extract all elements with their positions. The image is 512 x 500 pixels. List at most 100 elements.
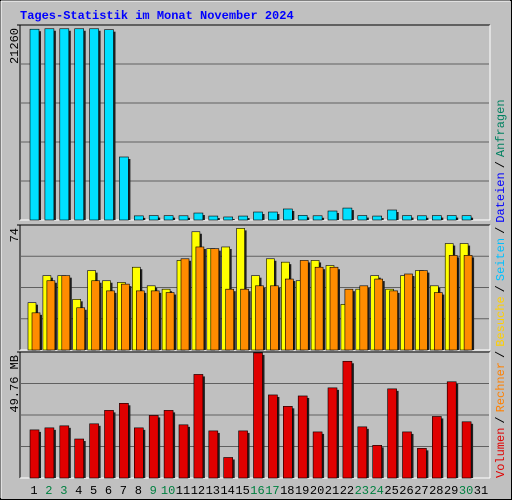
bar bbox=[240, 288, 249, 351]
x-tick-label: 27 bbox=[414, 484, 428, 498]
bar bbox=[208, 215, 219, 221]
bar bbox=[163, 215, 174, 221]
chart-title: Tages-Statistik im Monat November 2024 bbox=[20, 9, 294, 23]
bar bbox=[136, 290, 145, 351]
bar bbox=[297, 395, 308, 479]
bar bbox=[29, 429, 40, 479]
bar bbox=[148, 215, 159, 221]
bar bbox=[180, 258, 190, 351]
legend-separator: / bbox=[494, 227, 508, 234]
x-tick-label: 18 bbox=[280, 484, 294, 498]
bar bbox=[134, 427, 144, 479]
bar bbox=[59, 425, 70, 479]
bar bbox=[342, 360, 353, 479]
bar bbox=[402, 431, 412, 479]
x-tick-label: 5 bbox=[90, 484, 97, 498]
legend-entry: Dateien bbox=[494, 172, 508, 222]
bar bbox=[89, 423, 99, 479]
bar bbox=[446, 381, 457, 479]
bar bbox=[193, 374, 204, 479]
bar bbox=[312, 215, 323, 221]
x-tick-label: 9 bbox=[150, 484, 157, 498]
bar bbox=[329, 266, 339, 351]
y-tick-label: 21260 bbox=[8, 28, 22, 64]
bar bbox=[44, 427, 55, 479]
x-tick-label: 7 bbox=[120, 484, 127, 498]
bar bbox=[402, 215, 412, 221]
legend: Volumen / Rechner / Besuche / Seiten / Dateien / A… bbox=[494, 99, 508, 478]
bar bbox=[238, 215, 248, 221]
bar bbox=[208, 430, 219, 479]
x-tick-label: 23 bbox=[355, 484, 369, 498]
bar bbox=[404, 273, 413, 351]
legend-entry: Anfragen bbox=[494, 99, 508, 157]
legend-separator: / bbox=[494, 161, 508, 168]
bar bbox=[104, 29, 114, 221]
bar bbox=[165, 292, 175, 351]
bar bbox=[372, 215, 383, 221]
bar bbox=[270, 285, 279, 351]
bar bbox=[357, 426, 368, 479]
bar bbox=[327, 387, 338, 479]
bar bbox=[59, 28, 70, 221]
bar bbox=[284, 278, 294, 351]
x-tick-label: 14 bbox=[220, 484, 234, 498]
bar bbox=[76, 307, 85, 351]
bar bbox=[210, 248, 220, 351]
bar bbox=[150, 290, 160, 351]
bar bbox=[431, 416, 442, 479]
x-tick-label: 28 bbox=[429, 484, 443, 498]
bar bbox=[253, 352, 263, 479]
legend-entry: Besuche bbox=[494, 296, 508, 346]
bar bbox=[89, 28, 99, 221]
x-tick-label: 30 bbox=[459, 484, 473, 498]
bar bbox=[74, 28, 84, 221]
bar bbox=[417, 448, 427, 479]
x-tick-label: 16 bbox=[250, 484, 264, 498]
bar bbox=[134, 215, 144, 221]
x-tick-label: 25 bbox=[384, 484, 398, 498]
bar bbox=[344, 288, 354, 351]
x-tick-label: 10 bbox=[161, 484, 175, 498]
x-tick-label: 31 bbox=[474, 484, 488, 498]
bar bbox=[225, 288, 234, 351]
x-tick-label: 21 bbox=[325, 484, 339, 498]
bar bbox=[31, 312, 41, 351]
bar bbox=[387, 209, 397, 221]
bar bbox=[461, 421, 472, 479]
bar bbox=[433, 292, 443, 351]
bar bbox=[461, 215, 472, 221]
bar bbox=[195, 246, 205, 351]
bar bbox=[178, 424, 189, 479]
bar bbox=[417, 215, 427, 221]
bar bbox=[119, 156, 129, 221]
bar bbox=[372, 445, 383, 479]
x-tick-label: 13 bbox=[206, 484, 220, 498]
bar bbox=[446, 215, 457, 221]
x-tick-label: 26 bbox=[399, 484, 413, 498]
bar bbox=[74, 438, 84, 479]
bar bbox=[193, 212, 204, 221]
legend-separator: / bbox=[494, 416, 508, 423]
x-tick-label: 29 bbox=[444, 484, 458, 498]
x-tick-label: 24 bbox=[369, 484, 383, 498]
x-tick-label: 17 bbox=[265, 484, 279, 498]
bar bbox=[299, 260, 309, 351]
x-tick-label: 20 bbox=[310, 484, 324, 498]
x-tick-label: 1 bbox=[30, 484, 37, 498]
x-tick-label: 19 bbox=[295, 484, 309, 498]
bar bbox=[282, 406, 293, 479]
legend-entry: Volumen bbox=[494, 428, 508, 478]
bar bbox=[148, 415, 159, 479]
bar bbox=[238, 430, 248, 479]
y-tick-label: 74 bbox=[8, 228, 22, 242]
x-tick-label: 6 bbox=[105, 484, 112, 498]
bar bbox=[46, 280, 56, 351]
x-tick-label: 22 bbox=[340, 484, 354, 498]
bar bbox=[389, 290, 398, 351]
legend-separator: / bbox=[494, 285, 508, 292]
bar bbox=[44, 28, 55, 221]
bar bbox=[104, 410, 114, 479]
x-tick-label: 4 bbox=[75, 484, 82, 498]
